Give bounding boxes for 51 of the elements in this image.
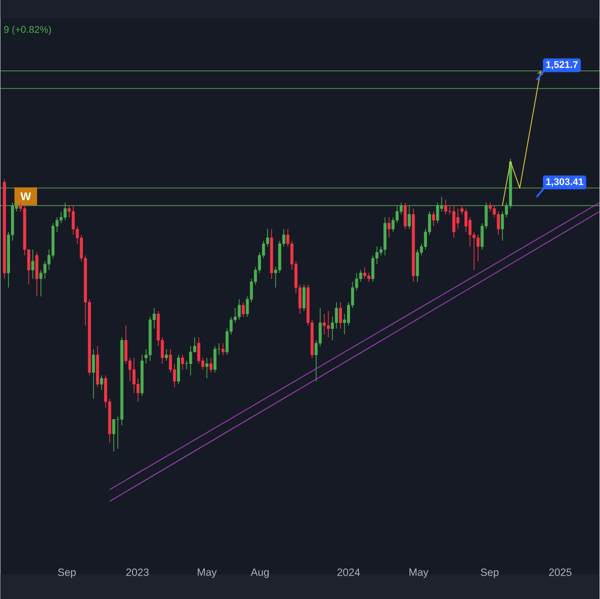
text: 1,521.7 bbox=[546, 61, 578, 70]
candlestick bbox=[326, 310, 330, 338]
candlestick bbox=[436, 202, 440, 224]
x-tick-label: 2024 bbox=[337, 568, 360, 576]
candlestick bbox=[205, 357, 208, 379]
candlestick bbox=[322, 313, 326, 335]
candlestick bbox=[464, 208, 468, 232]
candlestick bbox=[31, 249, 34, 280]
candlestick bbox=[496, 210, 500, 236]
candlestick bbox=[338, 302, 342, 329]
candlestick bbox=[60, 210, 63, 224]
candlestick bbox=[209, 357, 212, 373]
candlestick bbox=[177, 354, 180, 384]
candlestick bbox=[416, 249, 419, 282]
candlestick bbox=[92, 348, 95, 400]
candlestick bbox=[334, 302, 338, 329]
x-tick-label: Aug bbox=[250, 568, 269, 578]
candlestick bbox=[432, 210, 436, 226]
candlestick bbox=[388, 216, 391, 238]
candlestick bbox=[242, 302, 245, 318]
candlestick bbox=[452, 205, 456, 238]
x-tick-label: Sep bbox=[480, 568, 499, 578]
candlestick bbox=[189, 346, 192, 376]
candlestick bbox=[197, 336, 200, 364]
candlestick bbox=[164, 348, 168, 362]
candlestick bbox=[100, 374, 104, 390]
candlestick bbox=[363, 266, 366, 280]
candlestick bbox=[72, 205, 75, 236]
candlestick bbox=[222, 342, 225, 356]
candlestick bbox=[456, 208, 460, 230]
candlestick bbox=[132, 357, 136, 394]
candlestick bbox=[476, 234, 480, 262]
candlestick bbox=[408, 205, 411, 230]
x-tick-label: 2023 bbox=[126, 568, 149, 576]
x-tick-label: 2025 bbox=[549, 568, 572, 576]
x-tick-label: May bbox=[410, 568, 428, 578]
candlestick bbox=[112, 418, 116, 452]
candlestick bbox=[35, 252, 38, 297]
x-tick-label: May bbox=[198, 568, 217, 578]
candlestick bbox=[213, 346, 216, 373]
candlestick bbox=[371, 254, 374, 282]
candlestick bbox=[444, 199, 448, 215]
candlestick bbox=[64, 202, 67, 221]
text: 9 (+0.82%) bbox=[4, 26, 51, 35]
candlestick bbox=[404, 202, 407, 230]
candlestick bbox=[238, 298, 241, 320]
candlestick bbox=[302, 284, 306, 312]
candlestick bbox=[181, 354, 184, 370]
annotation: 1,303.41 bbox=[546, 178, 584, 186]
annotation: W bbox=[20, 192, 32, 200]
x-tick-label: Sep bbox=[58, 568, 76, 578]
